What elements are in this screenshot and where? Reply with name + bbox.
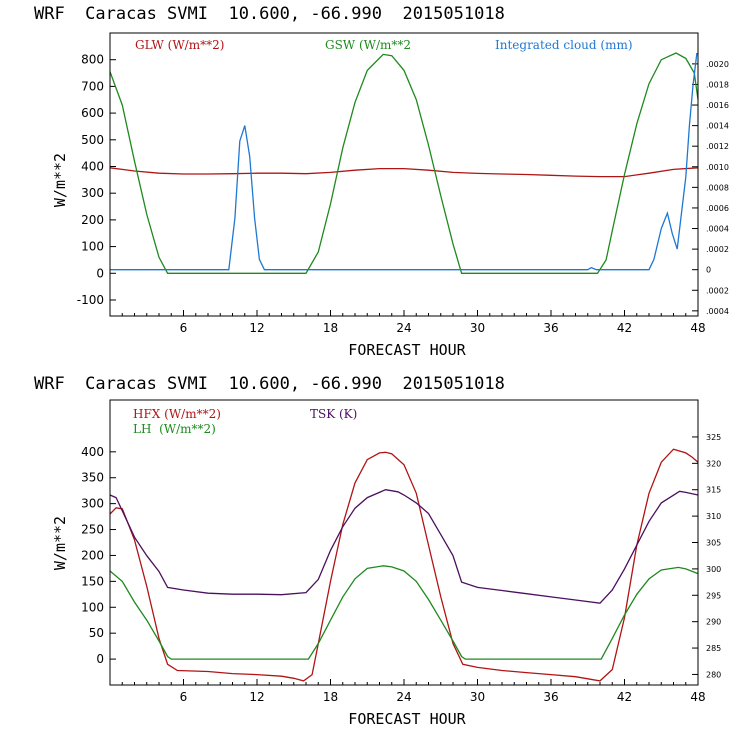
top-y2-tick-label: .0010: [706, 163, 729, 172]
top-series-gsw-line: [109, 52, 699, 274]
top-y2-tick-label: .0020: [706, 60, 729, 69]
top-y-tick-label: 600: [81, 106, 104, 120]
bottom-y2-tick-label: 280: [706, 670, 721, 679]
top-y2-tick-label: .0012: [706, 142, 729, 151]
bottom-y2-tick-label: 300: [706, 565, 721, 574]
bottom-x-tick-label: 30: [470, 690, 485, 704]
bottom-x-tick-label: 42: [617, 690, 632, 704]
bottom-y2-tick-label: 315: [706, 486, 721, 495]
bottom-x-tick-label: 18: [323, 690, 338, 704]
bottom-series-group: [109, 448, 699, 682]
bottom-x-tick-label: 12: [249, 690, 264, 704]
top-x-tick-label: 6: [180, 321, 188, 335]
bottom-x-axis-label: FORECAST HOUR: [348, 710, 466, 728]
top-plot-frame: [109, 32, 699, 317]
top-y2-tick-label: .0004: [706, 225, 729, 234]
bottom-chart: WRF Caracas SVMI 10.600, -66.990 2015051…: [34, 374, 721, 728]
top-y-tick-label: 100: [81, 240, 104, 254]
top-chart: WRF Caracas SVMI 10.600, -66.990 2015051…: [34, 4, 729, 359]
bottom-y2-tick-label: 285: [706, 644, 721, 653]
bottom-plot-frame: [109, 399, 699, 686]
top-y2-tick-label: .0018: [706, 80, 729, 89]
top-y-tick-label: 300: [81, 186, 104, 200]
top-x-tick-label: 30: [470, 321, 485, 335]
top-y2-tick-label: .0006: [706, 204, 729, 213]
bottom-y2-tick-label: 320: [706, 459, 721, 468]
bottom-series-tsk-line: [109, 489, 699, 604]
top-y2-tick-label: .0004: [706, 307, 729, 316]
top-y-axis-label: W/m**2: [51, 153, 69, 207]
bottom-y2-tick-label: 325: [706, 433, 721, 442]
top-x-tick-label: 36: [543, 321, 558, 335]
bottom-y-tick-label: 200: [81, 548, 104, 562]
bottom-x-tick-label: 36: [543, 690, 558, 704]
top-y-tick-label: -100: [77, 293, 104, 307]
bottom-y2-tick-label: 305: [706, 539, 721, 548]
top-y-tick-label: 200: [81, 213, 104, 227]
top-series-integrated-line: [110, 52, 698, 271]
top-y-tick-label: 0: [96, 266, 104, 280]
bottom-chart-title: WRF Caracas SVMI 10.600, -66.990 2015051…: [34, 374, 505, 394]
bottom-y-tick-label: 100: [81, 600, 104, 614]
bottom-x-tick-label: 48: [690, 690, 705, 704]
top-x-axis-label: FORECAST HOUR: [348, 341, 466, 359]
legend-gsw: GSW (W/m**2: [325, 38, 411, 52]
top-y2-tick-label: .0002: [706, 286, 729, 295]
top-y2-tick-label: .0016: [706, 101, 729, 110]
top-y-tick-label: 800: [81, 53, 104, 67]
bottom-y2-tick-label: 295: [706, 591, 721, 600]
top-y-tick-label: 400: [81, 159, 104, 173]
top-series-group: [109, 52, 699, 274]
bottom-y-tick-label: 300: [81, 497, 104, 511]
top-axes-ticks: 6 12 18 24 30 36 42 48 -100 0 100 200 300 400 500 600 70…: [77, 53, 729, 335]
top-y2-tick-label: .0002: [706, 245, 729, 254]
top-x-tick-label: 48: [690, 321, 705, 335]
top-y2-tick-label: 0: [706, 266, 711, 275]
legend-tsk: TSK (K): [310, 407, 357, 421]
bottom-series-lh-line: [109, 565, 699, 660]
bottom-y-tick-label: 150: [81, 574, 104, 588]
bottom-x-tick-label: 24: [396, 690, 411, 704]
legend-cloud: Integrated cloud (mm): [495, 38, 633, 52]
top-x-tick-label: 42: [617, 321, 632, 335]
bottom-series-hfx-line: [109, 448, 699, 682]
top-y2-tick-label: .0014: [706, 122, 729, 131]
bottom-y2-tick-label: 310: [706, 512, 721, 521]
bottom-axes-ticks: 6 12 18 24 30 36 42 48 0 50 100 150 200 250 300 350 400 2…: [81, 433, 721, 704]
bottom-x-tick-label: 6: [180, 690, 188, 704]
legend-glw: GLW (W/m**2): [135, 38, 224, 52]
bottom-y-tick-label: 350: [81, 471, 104, 485]
bottom-y-tick-label: 50: [89, 626, 104, 640]
top-x-tick-label: 18: [323, 321, 338, 335]
bottom-y-tick-label: 400: [81, 445, 104, 459]
top-y2-tick-label: .0008: [706, 183, 729, 192]
legend-hfx: HFX (W/m**2): [133, 407, 221, 421]
legend-lh: LH (W/m**2): [133, 422, 216, 436]
top-x-tick-label: 12: [249, 321, 264, 335]
bottom-y-axis-label: W/m**2: [51, 516, 69, 570]
bottom-y2-tick-label: 290: [706, 618, 721, 627]
top-y-tick-label: 700: [81, 79, 104, 93]
top-series-glw-line: [109, 167, 699, 178]
top-chart-title: WRF Caracas SVMI 10.600, -66.990 2015051…: [34, 4, 505, 24]
top-y-tick-label: 500: [81, 133, 104, 147]
bottom-y-tick-label: 250: [81, 523, 104, 537]
bottom-y-tick-label: 0: [96, 652, 104, 666]
top-x-tick-label: 24: [396, 321, 411, 335]
